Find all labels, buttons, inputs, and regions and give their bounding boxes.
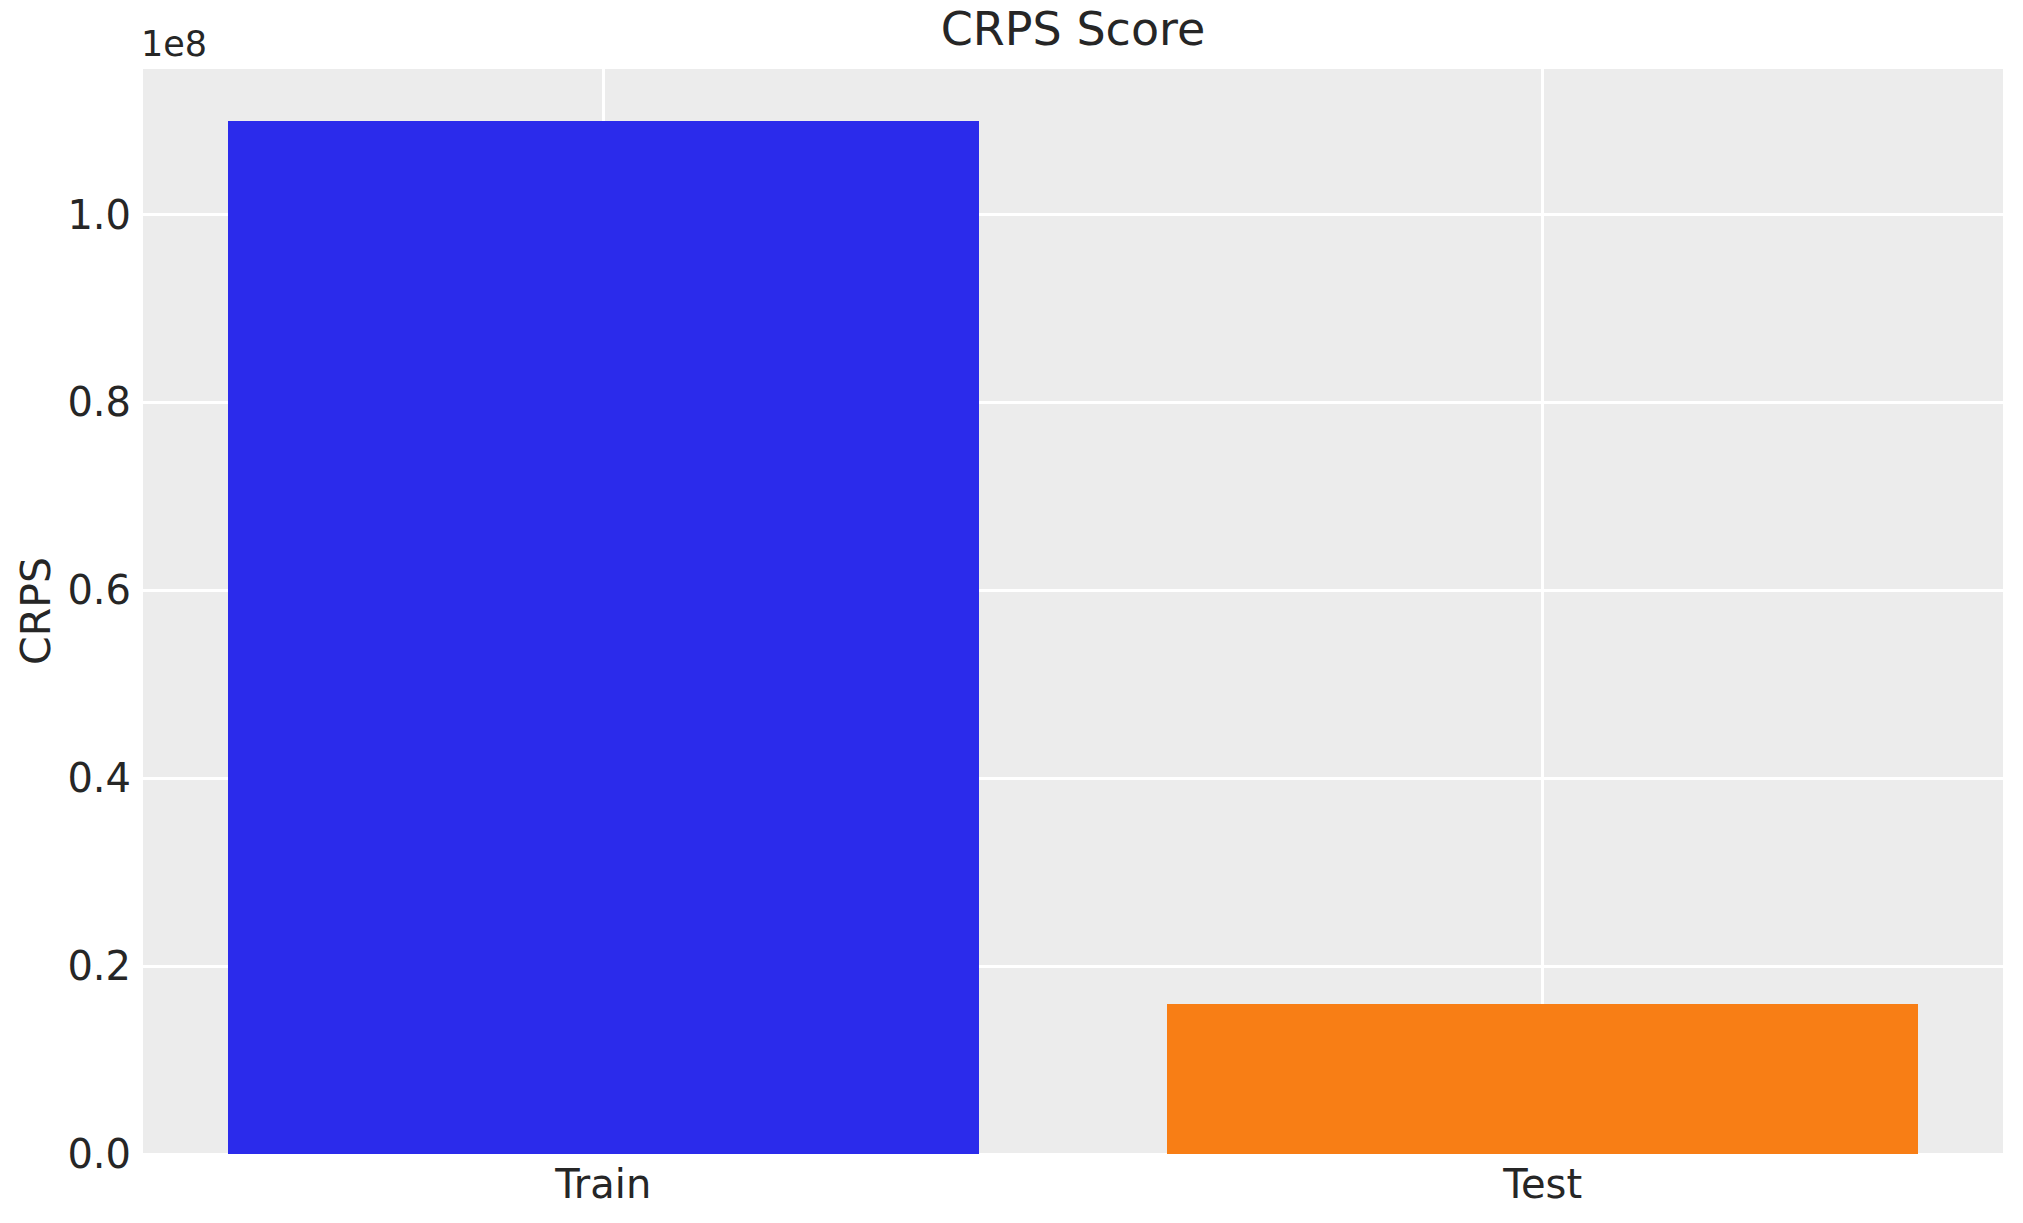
y-axis-offset-text: 1e8 (141, 24, 207, 64)
plot-area (143, 69, 2003, 1154)
y-tick-label: 1.0 (0, 191, 131, 239)
y-tick-label: 0.8 (0, 378, 131, 426)
y-tick-label: 0.2 (0, 942, 131, 990)
bar-chart-figure: CRPS Score 1e8 CRPS 0.00.20.40.60.81.0 T… (0, 0, 2023, 1223)
chart-title: CRPS Score (143, 2, 2003, 56)
bar-test (1167, 1004, 1919, 1154)
y-tick-label: 0.6 (0, 566, 131, 614)
x-tick-label-test: Test (1343, 1160, 1743, 1208)
y-tick-label: 0.0 (0, 1130, 131, 1178)
bar-train (228, 121, 980, 1154)
y-tick-label: 0.4 (0, 754, 131, 802)
vertical-gridline (1541, 69, 1544, 1154)
x-tick-label-train: Train (403, 1160, 803, 1208)
